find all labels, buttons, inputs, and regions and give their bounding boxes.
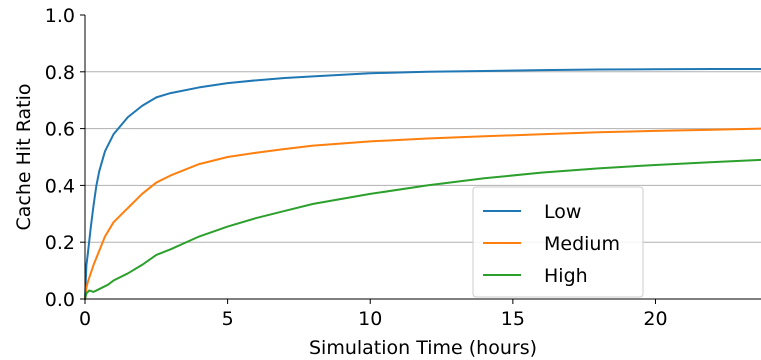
axes [80, 14, 761, 304]
y-tick-label: 1.0 [45, 5, 75, 27]
x-tick-label: 5 [222, 308, 234, 330]
grid-lines [85, 71, 761, 243]
y-tick-label: 0.6 [45, 119, 75, 141]
y-tick-label: 0.8 [45, 62, 75, 84]
legend-frame [472, 186, 644, 298]
y-axis-label: Cache Hit Ratio [13, 84, 35, 231]
series-line-low [84, 67, 761, 300]
legend-label-high: High [544, 265, 588, 287]
x-tick-label: 0 [79, 308, 91, 330]
x-tick-label: 20 [643, 308, 667, 330]
series-line-medium [84, 127, 761, 300]
x-tick-label: 15 [501, 308, 525, 330]
legend-label-low: Low [544, 201, 581, 223]
legend: Low Medium High [472, 186, 644, 298]
x-tick-label: 10 [358, 308, 382, 330]
y-tick-label: 0.2 [45, 232, 75, 254]
y-tick-label: 0.0 [45, 289, 75, 311]
x-axis-label: Simulation Time (hours) [309, 337, 537, 359]
legend-label-medium: Medium [544, 233, 620, 255]
tick-labels: 0 5 10 15 20 0.0 0.2 0.4 0.6 0.8 1.0 [45, 5, 668, 330]
y-tick-label: 0.4 [45, 175, 75, 197]
series-lines [84, 67, 761, 300]
series-line-high [84, 158, 761, 300]
